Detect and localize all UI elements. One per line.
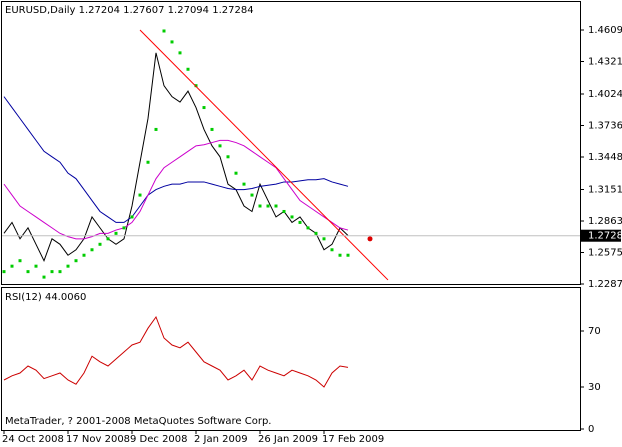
sar-dot <box>138 193 142 197</box>
rsi-title: RSI(12) 44.0060 <box>5 292 86 303</box>
last-price-box <box>581 229 621 242</box>
sar-dot <box>306 226 310 230</box>
y-tick-label: 70 <box>588 326 601 337</box>
sar-dot <box>10 264 14 268</box>
y-tick-label: 1.43210 <box>588 57 622 68</box>
sar-dot <box>218 144 222 148</box>
trendline <box>139 29 389 281</box>
sar-dot <box>290 215 294 219</box>
sar-dot <box>346 253 350 257</box>
series-line <box>3 315 349 388</box>
sar-dot <box>330 248 334 252</box>
sar-dot <box>154 127 158 131</box>
last-price-label: 1.27284 <box>588 231 622 242</box>
x-tick-label: 2 Jan 2009 <box>194 434 248 445</box>
x-tick-label: 17 Nov 2008 <box>66 434 130 445</box>
sar-dot <box>42 275 46 279</box>
sar-dot <box>186 67 190 71</box>
sar-dot <box>82 253 86 257</box>
sar-dot <box>338 253 342 257</box>
sar-dot <box>170 40 174 44</box>
y-tick-label: 1.31510 <box>588 184 622 195</box>
y-tick-label: 0 <box>588 424 594 435</box>
y-tick-label: 1.37360 <box>588 120 622 131</box>
sar-dot <box>266 204 270 208</box>
sar-dot <box>122 226 126 230</box>
x-tick-label: 17 Feb 2009 <box>322 434 384 445</box>
y-tick-label: 1.28630 <box>588 216 622 227</box>
sar-dot <box>242 182 246 186</box>
sar-dot <box>314 231 318 235</box>
sar-dot <box>178 51 182 55</box>
sar-dot <box>250 193 254 197</box>
sar-dot <box>130 215 134 219</box>
copyright: MetaTrader, ? 2001-2008 MetaQuotes Softw… <box>5 416 271 427</box>
sar-dot <box>298 220 302 224</box>
sar-dot <box>18 259 22 263</box>
x-tick-label: 26 Jan 2009 <box>258 434 318 445</box>
sar-dot <box>2 270 6 274</box>
sar-dot <box>90 248 94 252</box>
sar-dot <box>202 106 206 110</box>
sar-dot <box>258 204 262 208</box>
sar-dot <box>114 231 118 235</box>
signal-dot <box>367 236 373 242</box>
sar-dot <box>106 237 110 241</box>
sar-dot <box>282 209 286 213</box>
x-tick-label: 24 Oct 2008 <box>2 434 64 445</box>
price-panel <box>1 1 581 285</box>
sar-dot <box>66 264 70 268</box>
y-tick-label: 1.25750 <box>588 247 622 258</box>
sar-dot <box>162 29 166 33</box>
sar-dot <box>274 204 278 208</box>
sar-dot <box>234 171 238 175</box>
sar-dot <box>226 155 230 159</box>
sar-dot <box>74 259 78 263</box>
y-tick-label: 1.40240 <box>588 89 622 100</box>
sar-dot <box>98 242 102 246</box>
y-tick-label: 1.46090 <box>588 25 622 36</box>
series-line <box>3 139 349 240</box>
sar-dot <box>322 237 326 241</box>
sar-dot <box>26 270 30 274</box>
price-title: EURUSD,Daily 1.27204 1.27607 1.27094 1.2… <box>5 5 254 16</box>
sar-dot <box>194 84 198 88</box>
sar-dot <box>50 270 54 274</box>
sar-dot <box>146 160 150 164</box>
y-tick-label: 1.34480 <box>588 152 622 163</box>
sar-dot <box>34 264 38 268</box>
sar-dot <box>58 270 62 274</box>
x-tick-label: 9 Dec 2008 <box>130 434 188 445</box>
rsi-panel <box>1 287 581 431</box>
sar-dot <box>210 127 214 131</box>
series-line <box>3 52 349 262</box>
y-tick-label: 30 <box>588 382 601 393</box>
